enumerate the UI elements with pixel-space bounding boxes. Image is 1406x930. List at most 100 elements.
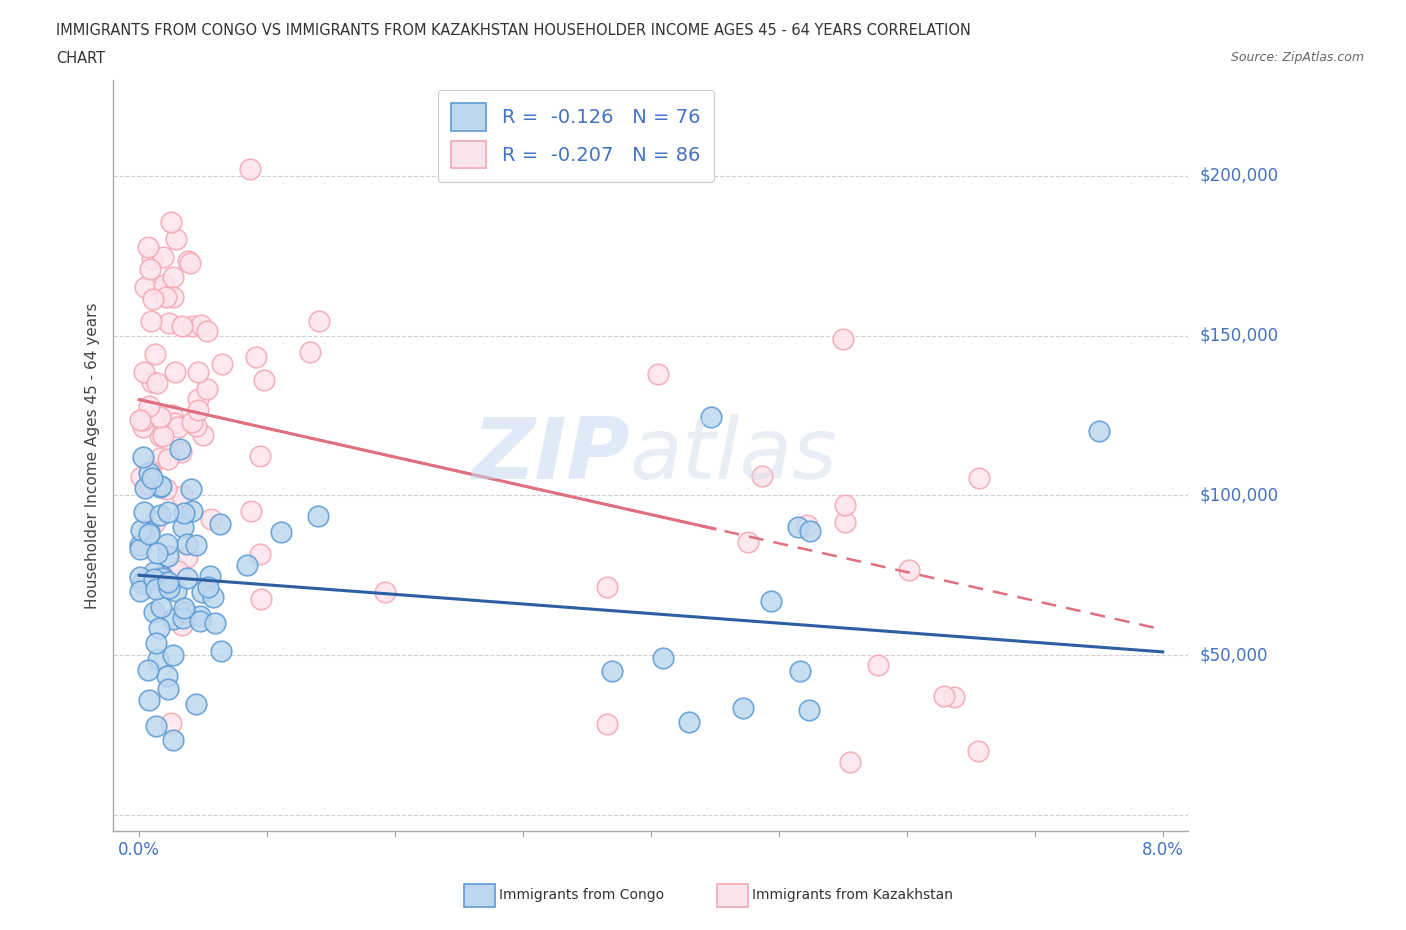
Text: Immigrants from Kazakhstan: Immigrants from Kazakhstan bbox=[752, 888, 953, 902]
Point bbox=[134, 481, 156, 496]
Point bbox=[195, 381, 218, 396]
Point bbox=[211, 357, 233, 372]
Point bbox=[162, 732, 184, 747]
Point bbox=[209, 644, 232, 658]
Point bbox=[145, 581, 167, 596]
Point bbox=[139, 464, 162, 479]
Point bbox=[596, 717, 619, 732]
Point bbox=[132, 450, 155, 465]
Point bbox=[156, 452, 179, 467]
Point bbox=[153, 277, 176, 292]
Point bbox=[143, 514, 166, 529]
Point bbox=[789, 663, 811, 678]
Point bbox=[160, 214, 183, 229]
Point bbox=[134, 571, 156, 586]
Point bbox=[138, 478, 160, 493]
Point bbox=[187, 392, 209, 406]
Point bbox=[155, 289, 177, 304]
Point bbox=[186, 402, 208, 417]
Point bbox=[141, 375, 163, 390]
Point bbox=[967, 744, 990, 759]
Point bbox=[184, 697, 207, 711]
Point bbox=[202, 590, 225, 604]
Point bbox=[156, 537, 179, 551]
Point bbox=[596, 579, 619, 594]
Point bbox=[177, 254, 200, 269]
Point bbox=[134, 280, 156, 295]
Point bbox=[138, 466, 160, 481]
Point bbox=[249, 547, 271, 562]
Point bbox=[149, 429, 172, 444]
Point bbox=[141, 471, 163, 485]
Point bbox=[128, 413, 150, 428]
Point bbox=[188, 608, 211, 623]
Point bbox=[967, 471, 990, 485]
Point bbox=[600, 664, 623, 679]
Point bbox=[190, 614, 212, 629]
Point bbox=[148, 620, 170, 635]
Point bbox=[897, 563, 920, 578]
Point bbox=[136, 240, 159, 255]
Point bbox=[172, 611, 194, 626]
Point bbox=[145, 718, 167, 733]
Point bbox=[173, 505, 195, 520]
Point bbox=[143, 604, 166, 619]
Point bbox=[180, 482, 202, 497]
Point bbox=[165, 232, 187, 246]
Point bbox=[170, 489, 193, 504]
Point bbox=[129, 569, 152, 584]
Point bbox=[799, 524, 821, 538]
Point bbox=[834, 515, 856, 530]
Text: IMMIGRANTS FROM CONGO VS IMMIGRANTS FROM KAZAKHSTAN HOUSEHOLDER INCOME AGES 45 -: IMMIGRANTS FROM CONGO VS IMMIGRANTS FROM… bbox=[56, 23, 972, 38]
Point bbox=[249, 591, 271, 606]
Point bbox=[307, 509, 329, 524]
Point bbox=[172, 519, 194, 534]
Point bbox=[240, 504, 263, 519]
Point bbox=[131, 523, 153, 538]
Point bbox=[149, 480, 172, 495]
Point bbox=[143, 565, 166, 579]
Point bbox=[308, 314, 330, 329]
Point bbox=[138, 693, 160, 708]
Point bbox=[157, 315, 180, 330]
Point bbox=[731, 701, 754, 716]
Point bbox=[239, 162, 262, 177]
Point bbox=[157, 549, 180, 564]
Point bbox=[136, 663, 159, 678]
Point bbox=[152, 249, 174, 264]
Point bbox=[176, 537, 198, 551]
Point bbox=[200, 512, 222, 526]
Point bbox=[834, 497, 856, 512]
Point bbox=[131, 413, 153, 428]
Point bbox=[150, 570, 173, 585]
Point bbox=[186, 419, 208, 434]
Point bbox=[209, 517, 232, 532]
Point bbox=[152, 429, 174, 444]
Point bbox=[141, 252, 163, 267]
Point bbox=[162, 648, 184, 663]
Point bbox=[252, 373, 274, 388]
Point bbox=[181, 414, 204, 429]
Point bbox=[129, 470, 152, 485]
Point bbox=[146, 652, 169, 667]
Point bbox=[786, 519, 808, 534]
Point bbox=[150, 479, 173, 494]
Point bbox=[193, 427, 215, 442]
Point bbox=[796, 518, 818, 533]
Text: $50,000: $50,000 bbox=[1199, 646, 1268, 664]
Point bbox=[134, 505, 156, 520]
Point bbox=[162, 270, 184, 285]
Point bbox=[868, 658, 890, 672]
Point bbox=[184, 538, 207, 552]
Point bbox=[179, 256, 201, 271]
Point bbox=[181, 318, 204, 333]
Point bbox=[173, 601, 195, 616]
Point bbox=[150, 568, 173, 583]
Point bbox=[138, 525, 160, 539]
Y-axis label: Householder Income Ages 45 - 64 years: Householder Income Ages 45 - 64 years bbox=[86, 302, 100, 609]
Point bbox=[198, 569, 221, 584]
Point bbox=[146, 546, 169, 561]
Point bbox=[932, 688, 955, 703]
Point bbox=[167, 420, 190, 435]
Point bbox=[942, 689, 965, 704]
